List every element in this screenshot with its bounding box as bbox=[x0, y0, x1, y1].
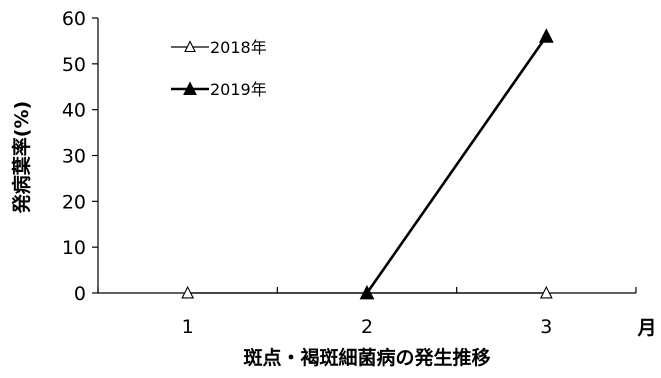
y-tick-label: 20 bbox=[62, 191, 86, 213]
data-point bbox=[181, 285, 195, 299]
y-tick-label: 0 bbox=[74, 283, 86, 305]
legend-item: 2019年 bbox=[171, 80, 267, 99]
series-line bbox=[365, 35, 548, 294]
y-tick-label: 40 bbox=[62, 100, 86, 122]
y-tick-label: 10 bbox=[62, 237, 86, 259]
series-2 bbox=[359, 28, 554, 300]
x-tick-label: 2 bbox=[361, 316, 373, 338]
y-tick-label: 50 bbox=[62, 54, 86, 76]
y-axis-title: 発病葉率(%) bbox=[10, 101, 33, 214]
x-tick-label: 1 bbox=[182, 316, 194, 338]
legend: 2018年 2019年 bbox=[171, 38, 267, 99]
x-axis-title: 斑点・褐斑細菌病の発生推移 bbox=[243, 346, 490, 369]
data-point bbox=[539, 285, 553, 299]
x-axis-unit: 月 bbox=[636, 317, 656, 339]
legend-item: 2018年 bbox=[171, 38, 267, 57]
series-group bbox=[181, 28, 554, 300]
legend-marker bbox=[183, 81, 197, 95]
data-point bbox=[538, 28, 554, 43]
legend-label: 2018年 bbox=[210, 38, 267, 57]
axes bbox=[92, 17, 637, 294]
y-tick-label: 30 bbox=[62, 146, 86, 168]
data-point bbox=[359, 284, 375, 300]
tick-labels: 0 10 20 30 40 50 60 1 2 3 bbox=[62, 8, 553, 338]
legend-marker bbox=[184, 40, 196, 53]
legend-label: 2019年 bbox=[210, 80, 267, 99]
y-tick-label: 60 bbox=[62, 8, 86, 30]
x-tick-label: 3 bbox=[540, 316, 552, 338]
